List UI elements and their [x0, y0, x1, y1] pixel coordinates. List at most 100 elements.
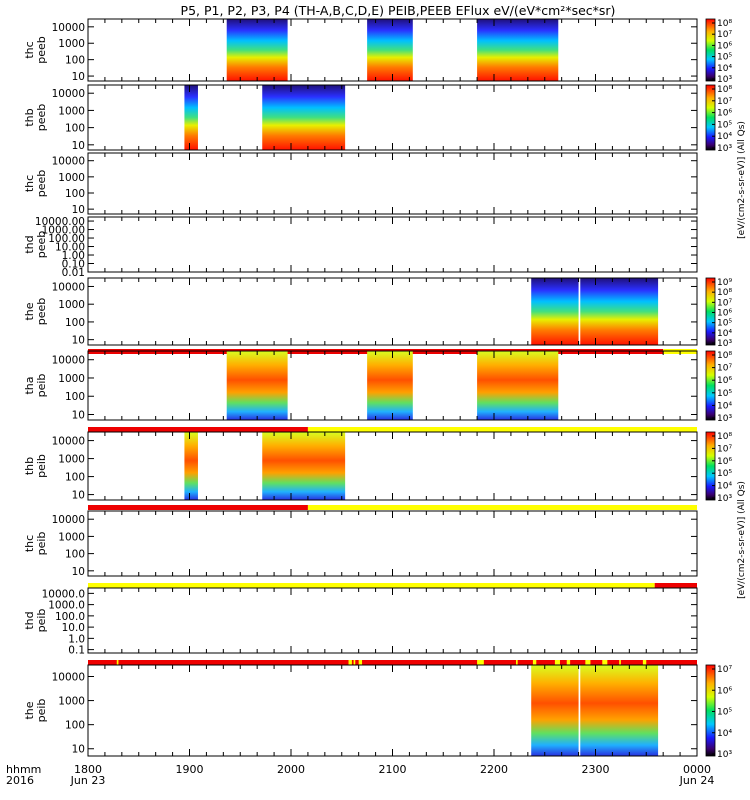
flag-bar-segment	[358, 660, 363, 665]
y-axis-label: peib	[35, 699, 48, 723]
y-tick-label: 1.00	[62, 250, 85, 262]
colorbar	[705, 664, 716, 757]
panel-frame	[87, 152, 698, 215]
y-axis-label: the	[23, 701, 36, 719]
y-tick-label: 100	[65, 188, 85, 200]
flag-bar-segment	[532, 660, 537, 665]
spectrogram-block	[226, 19, 288, 81]
y-tick-label: 1000	[58, 105, 85, 117]
y-tick-label: 10000	[52, 514, 85, 526]
y-axis-label: the	[23, 302, 36, 320]
y-axis-label: tha	[23, 376, 36, 394]
y-tick-label: 1000	[58, 531, 85, 543]
colorbar-tick-label: 10³	[717, 414, 732, 424]
spectrogram-block	[477, 19, 559, 81]
flag-bar-segment	[654, 583, 697, 588]
y-axis-label: thb	[23, 108, 36, 126]
y-axis-label: peib	[35, 374, 48, 398]
flag-bar-segment	[88, 427, 308, 432]
flag-bar-segment	[602, 660, 608, 665]
colorbar-tick-label: 10⁹	[717, 278, 732, 288]
colorbar-b-title: [eV/(cm2-s-sr-eV)] (All Qs)	[737, 481, 747, 599]
spectrogram-block	[477, 351, 559, 420]
y-tick-label: 1000	[58, 38, 85, 50]
x-tick-label: 1900	[176, 763, 204, 776]
y-tick-label: 10000	[52, 436, 85, 448]
y-tick-label: 0.01	[62, 267, 85, 279]
panel-thb-peib: 10 100 1000 10000 thb peib 10³ 10⁴ 10⁵ 10⁶ 10⁷ 10⁸	[23, 431, 732, 510]
y-axis-label: thc	[23, 41, 36, 58]
colorbar-tick-label: 10⁸	[717, 19, 732, 29]
x-tick-label: 0000	[683, 763, 711, 776]
colorbar-tick-label: 10⁸	[717, 432, 732, 442]
spectrogram-block	[367, 351, 413, 420]
y-axis-label: thc	[23, 535, 36, 552]
y-axis-label: peib	[35, 609, 48, 633]
spectrogram-block	[367, 19, 413, 81]
colorbar-tick-label: 10⁶	[717, 309, 732, 319]
spectrogram-block	[531, 665, 579, 756]
y-tick-label: 1000	[58, 373, 85, 385]
colorbar-tick-label: 10⁴	[717, 401, 732, 411]
flag-bar-segment	[88, 583, 655, 588]
y-tick-label: 10	[72, 71, 85, 83]
y-tick-label: 100	[65, 391, 85, 403]
colorbar-tick-label: 10⁸	[717, 85, 732, 95]
colorbar-tick-label: 10⁷	[717, 97, 732, 107]
colorbar-tick-label: 10⁶	[717, 376, 732, 386]
y-tick-label: 10000	[52, 355, 85, 367]
panel-tha-peib: 10 100 1000 10000 tha peib 10³ 10⁴ 10⁵ 10⁶ 10⁷ 10⁸	[23, 350, 732, 432]
y-tick-label: 10	[72, 566, 85, 578]
colorbar-tick-label: 10⁶	[717, 457, 732, 467]
y-axis-label: thc	[23, 175, 36, 192]
spectrogram-block	[262, 85, 291, 150]
colorbar	[705, 18, 716, 82]
y-tick-label: 100.0	[55, 611, 85, 623]
colorbar-tick-label: 10⁴	[717, 729, 732, 739]
colorbar-tick-label: 10⁴	[717, 64, 732, 74]
y-tick-label: 0.1	[68, 645, 85, 657]
y-tick-label: 1000.00	[42, 225, 85, 237]
colorbar-tick-label: 10⁵	[717, 708, 732, 718]
x-tick-date-label: Jun 23	[70, 774, 106, 787]
panel-frame	[87, 216, 698, 273]
y-tick-label: 10000	[52, 671, 85, 683]
spectrogram-block	[580, 665, 659, 756]
y-axis-label: peeb	[35, 104, 48, 132]
x-tick-label: 2100	[379, 763, 407, 776]
colorbar-tick-label: 10³	[717, 144, 732, 154]
y-tick-label: 10	[72, 490, 85, 502]
x-tick-label: 2000	[277, 763, 305, 776]
y-tick-label: 1000	[58, 696, 85, 708]
flag-bar-segment	[348, 660, 352, 665]
colorbar-tick-label: 10⁷	[717, 665, 732, 675]
flag-bar-segment	[307, 427, 697, 432]
y-axis-label: thb	[23, 457, 36, 475]
spectrogram-block	[184, 432, 198, 500]
y-axis-label: peib	[35, 532, 48, 556]
flag-bar-segment	[353, 660, 356, 665]
flag-bar-segment	[307, 505, 697, 510]
colorbar	[705, 431, 716, 501]
y-tick-label: 1000	[58, 172, 85, 184]
panel-frame	[87, 431, 698, 501]
spectrogram-block	[226, 351, 288, 420]
flag-bar-segment	[554, 660, 560, 665]
colorbar-tick-label: 10³	[717, 75, 732, 85]
y-tick-label: 10000.00	[35, 216, 85, 228]
colorbar-tick-label: 10⁶	[717, 686, 732, 696]
flag-bar-segment	[642, 660, 647, 665]
y-tick-label: 100	[65, 123, 85, 135]
panel-thc-peib: 10 100 1000 10000 thc peib	[23, 510, 698, 588]
y-tick-label: 10000	[52, 281, 85, 293]
y-tick-label: 10.00	[55, 242, 85, 254]
y-axis-label: thd	[23, 235, 36, 253]
flag-bar-segment	[88, 505, 308, 510]
colorbar-a-title: [eV/(cm2-s-sr-eV)] (All Qs)	[737, 121, 747, 239]
y-axis-label: peib	[35, 454, 48, 478]
flag-bar-segment	[116, 660, 119, 665]
y-tick-label: 1.0	[68, 633, 85, 645]
